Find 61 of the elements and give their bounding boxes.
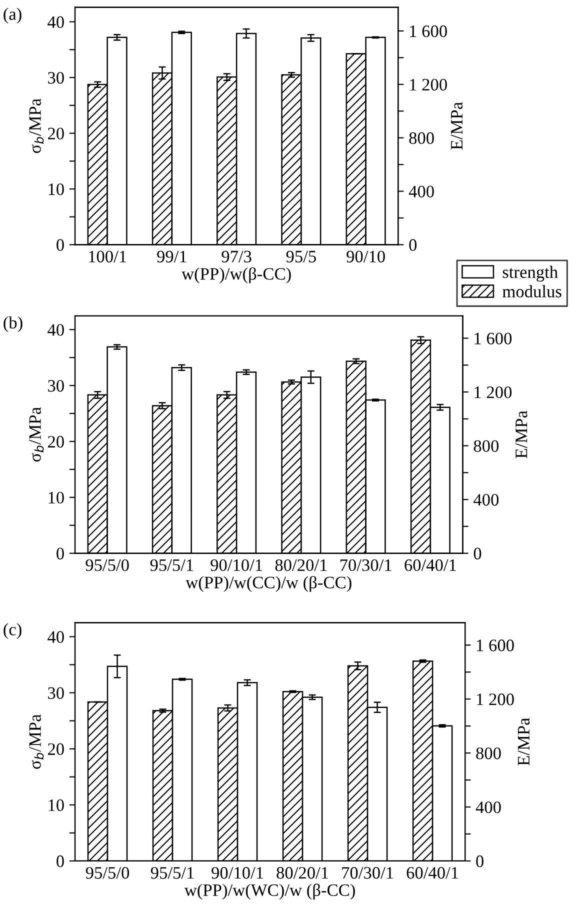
x-tick-label: 95/5/1 (150, 559, 194, 572)
y2-tick-label: 400 (474, 494, 499, 506)
y2-axis-title: E/MPa (518, 718, 530, 766)
y-axis-title: σ$_{b}$/MPa (29, 407, 44, 462)
x-tick-label: 97/3 (222, 250, 252, 262)
x-tick-label: 90/10/1 (212, 867, 264, 879)
legend-label: modulus (502, 285, 562, 298)
y-tick-label: 40 (48, 631, 64, 643)
y-tick-label: 0 (56, 239, 64, 251)
y-tick-label: 10 (48, 492, 64, 504)
y2-tick-label: 1 600 (477, 640, 514, 652)
y-tick-label: 10 (48, 799, 64, 812)
chart-title: (c) (4, 623, 22, 639)
x-tick-label: 99/1 (157, 250, 186, 262)
x-tick-label: 95/5 (286, 250, 316, 262)
y2-tick-label: 0 (409, 239, 417, 251)
x-tick-label: 90/10 (346, 250, 385, 262)
x-axis-title: w(PP)/w(β-CC) (182, 267, 291, 284)
y2-tick-label: 0 (476, 855, 484, 868)
x-tick-label: 100/1 (89, 250, 126, 262)
y2-tick-label: 400 (408, 186, 434, 198)
y2-tick-label: 400 (476, 801, 501, 814)
y-tick-label: 20 (48, 128, 64, 140)
y-tick-label: 40 (48, 16, 64, 28)
chart-title: (a) (4, 8, 22, 24)
y2-tick-label: 800 (474, 440, 499, 452)
y2-tick-label: 1 600 (474, 332, 512, 344)
y-tick-label: 20 (48, 436, 64, 448)
y-axis-title: σ$_{b}$/MPa (29, 714, 44, 769)
legend-label: strength (502, 266, 558, 282)
y-tick-label: 30 (48, 72, 64, 84)
x-tick-label: 95/5/0 (86, 867, 130, 879)
x-tick-label: 90/10/1 (210, 559, 262, 572)
y2-tick-label: 800 (409, 132, 434, 144)
y2-tick-label: 1 200 (410, 78, 447, 91)
y-tick-label: 10 (48, 183, 64, 196)
x-tick-label: 95/5/0 (86, 559, 129, 572)
x-tick-label: 80/20/1 (275, 559, 327, 572)
y-tick-label: 0 (56, 548, 64, 560)
y2-tick-label: 1 200 (477, 694, 514, 706)
x-axis-title: w(PP)/w(CC)/w (β-CC) (186, 576, 352, 592)
x-axis-title: w(PP)/w(WC)/w (β-CC) (184, 884, 355, 900)
x-tick-label: 60/40/1 (406, 867, 458, 879)
x-tick-label: 70/30/1 (340, 559, 392, 572)
x-tick-label: 70/30/1 (342, 867, 394, 879)
y2-tick-label: 0 (474, 548, 482, 560)
y-tick-label: 30 (48, 687, 64, 699)
x-tick-label: 80/20/1 (276, 867, 328, 879)
y-tick-label: 30 (48, 380, 64, 392)
y2-axis-title: E/MPa (450, 102, 463, 150)
chart-title: (b) (4, 316, 22, 332)
y2-axis-title: E/MPa (516, 410, 528, 458)
x-tick-label: 95/5/1 (150, 867, 194, 879)
x-tick-label: 60/40/1 (404, 559, 456, 572)
y-tick-label: 20 (48, 743, 64, 756)
y-axis-title: σ$_{b}$/MPa (29, 98, 44, 154)
y2-tick-label: 1 200 (474, 386, 512, 398)
y-tick-label: 0 (56, 855, 64, 868)
y2-tick-label: 1 600 (410, 25, 447, 38)
y2-tick-label: 800 (476, 747, 501, 760)
y-tick-label: 40 (48, 324, 64, 336)
